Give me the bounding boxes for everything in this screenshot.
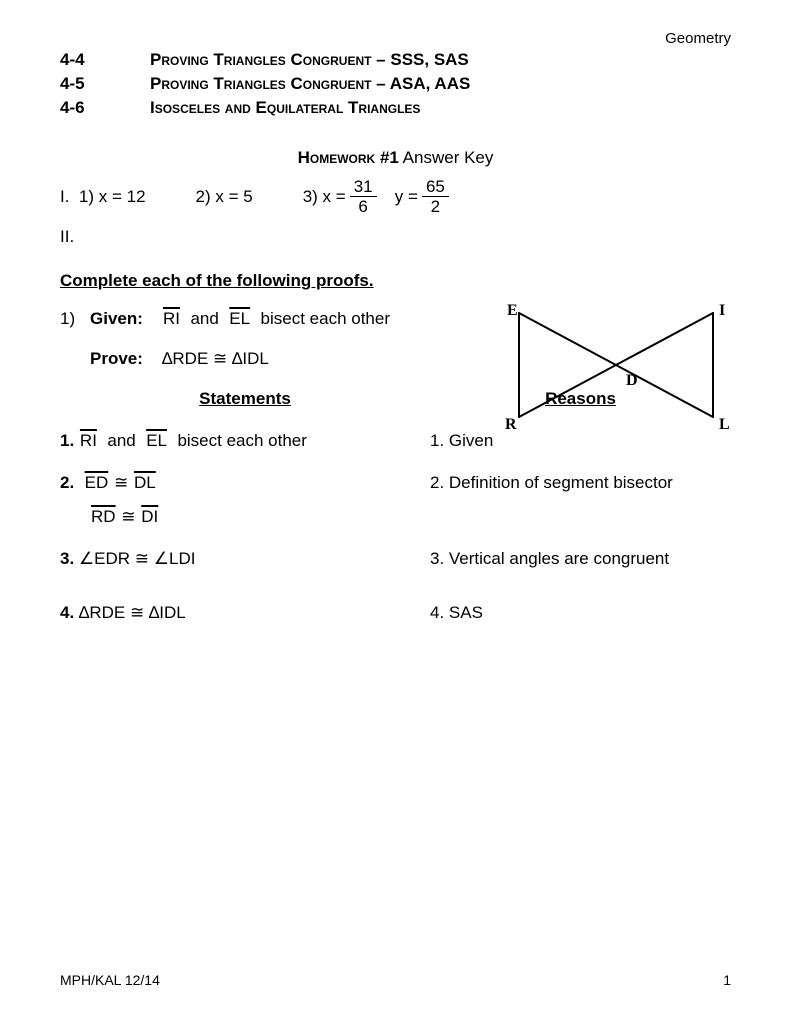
row-num: 3. xyxy=(60,549,74,568)
complete-header: Complete each of the following proofs. xyxy=(60,271,731,291)
answer-text: 1) x = 12 xyxy=(79,187,146,207)
fraction: 65 2 xyxy=(422,178,449,215)
proof-row: 3. ∠EDR ≅ ∠LDI 3. Vertical angles are co… xyxy=(60,549,731,569)
section-number: 4-4 xyxy=(60,50,150,70)
row-num: 2. xyxy=(60,473,74,492)
statement-text: ∆RDE ≅ ∆IDL xyxy=(79,603,186,622)
proof-row: 2. ED ≅ DL RD ≅ DI 2. Definition of segm… xyxy=(60,473,731,527)
section-row: 4-5 Proving Triangles Congruent – ASA, A… xyxy=(60,74,731,94)
answer-mid: y = xyxy=(395,187,418,207)
footer-left: MPH/KAL 12/14 xyxy=(60,972,160,988)
reason: 3. Vertical angles are congruent xyxy=(430,549,731,569)
answer-prefix: 3) x = xyxy=(303,187,346,207)
prove-label: Prove: xyxy=(90,349,162,369)
footer: MPH/KAL 12/14 1 xyxy=(60,972,731,988)
statement-sub: RD ≅ DI xyxy=(90,507,430,527)
reason: 4. SAS xyxy=(430,603,731,623)
segment: RI xyxy=(79,431,98,450)
denominator: 6 xyxy=(354,197,371,215)
fraction: 31 6 xyxy=(350,178,377,215)
answer-2: 2) x = 5 xyxy=(196,187,253,207)
section-title: Proving Triangles Congruent – ASA, AAS xyxy=(150,74,470,94)
segment: RD xyxy=(90,507,117,526)
proof-row: 4. ∆RDE ≅ ∆IDL 4. SAS xyxy=(60,603,731,623)
homework-number: #1 xyxy=(380,148,399,167)
page: Geometry 4-4 Proving Triangles Congruent… xyxy=(0,0,791,1024)
section-title: Proving Triangles Congruent – SSS, SAS xyxy=(150,50,469,70)
row-num: 4. xyxy=(60,603,74,622)
proof-index: 1) xyxy=(60,309,90,329)
section-row: 4-6 Isosceles and Equilateral Triangles xyxy=(60,98,731,118)
section-list: 4-4 Proving Triangles Congruent – SSS, S… xyxy=(60,50,731,118)
section-2-label: II. xyxy=(60,227,731,247)
statements-header: Statements xyxy=(60,389,430,409)
given-rest: bisect each other xyxy=(261,309,390,328)
answer-1: I. 1) x = 12 xyxy=(60,187,146,207)
rest-text: bisect each other xyxy=(177,431,306,450)
segment: EL xyxy=(228,309,251,328)
segment: EL xyxy=(145,431,168,450)
svg-text:L: L xyxy=(719,416,730,429)
homework-suffix: Answer Key xyxy=(403,148,494,167)
congruent: ≅ xyxy=(121,507,135,526)
answers-row: I. 1) x = 12 2) x = 5 3) x = 31 6 y = 65… xyxy=(60,178,731,215)
and-text: and xyxy=(190,309,218,328)
section-number: 4-5 xyxy=(60,74,150,94)
homework-label: Homework xyxy=(298,148,376,167)
reason: 1. Given xyxy=(430,431,731,451)
segment: DI xyxy=(140,507,159,526)
numerator: 31 xyxy=(350,178,377,197)
part-label: I. xyxy=(60,187,69,207)
segment: RI xyxy=(162,309,181,328)
svg-text:D: D xyxy=(626,372,638,389)
course-label: Geometry xyxy=(665,30,731,47)
spacer xyxy=(60,349,90,369)
denominator: 2 xyxy=(427,197,444,215)
reason: 2. Definition of segment bisector xyxy=(430,473,731,527)
given-text: RI and EL bisect each other xyxy=(162,309,390,329)
proof-row: 1. RI and EL bisect each other 1. Given xyxy=(60,431,731,451)
statement: 1. RI and EL bisect each other xyxy=(60,431,430,451)
and-text: and xyxy=(107,431,135,450)
statement-text: ∠EDR ≅ ∠LDI xyxy=(79,549,196,568)
svg-text:R: R xyxy=(505,416,517,429)
answer-text: 2) x = 5 xyxy=(196,187,253,207)
congruent: ≅ xyxy=(114,473,128,492)
row-num: 1. xyxy=(60,431,74,450)
statement: 2. ED ≅ DL RD ≅ DI xyxy=(60,473,430,527)
given-label: Given: xyxy=(90,309,162,329)
numerator: 65 xyxy=(422,178,449,197)
prove-text: ∆RDE ≅ ∆IDL xyxy=(162,349,269,369)
answer-3: 3) x = 31 6 y = 65 2 xyxy=(303,178,453,215)
statement: 4. ∆RDE ≅ ∆IDL xyxy=(60,603,430,623)
segment: ED xyxy=(84,473,110,492)
section-number: 4-6 xyxy=(60,98,150,118)
section-row: 4-4 Proving Triangles Congruent – SSS, S… xyxy=(60,50,731,70)
triangle-diagram: E I R L D xyxy=(501,299,731,429)
footer-right: 1 xyxy=(723,972,731,988)
svg-text:E: E xyxy=(507,302,518,319)
section-title: Isosceles and Equilateral Triangles xyxy=(150,98,420,118)
homework-title: Homework #1 Answer Key xyxy=(60,148,731,168)
proof-1: EIRLD 1) Given: RI and EL bisect each ot… xyxy=(60,309,731,623)
segment: DL xyxy=(133,473,157,492)
svg-text:I: I xyxy=(719,302,725,319)
statement: 3. ∠EDR ≅ ∠LDI xyxy=(60,549,430,569)
